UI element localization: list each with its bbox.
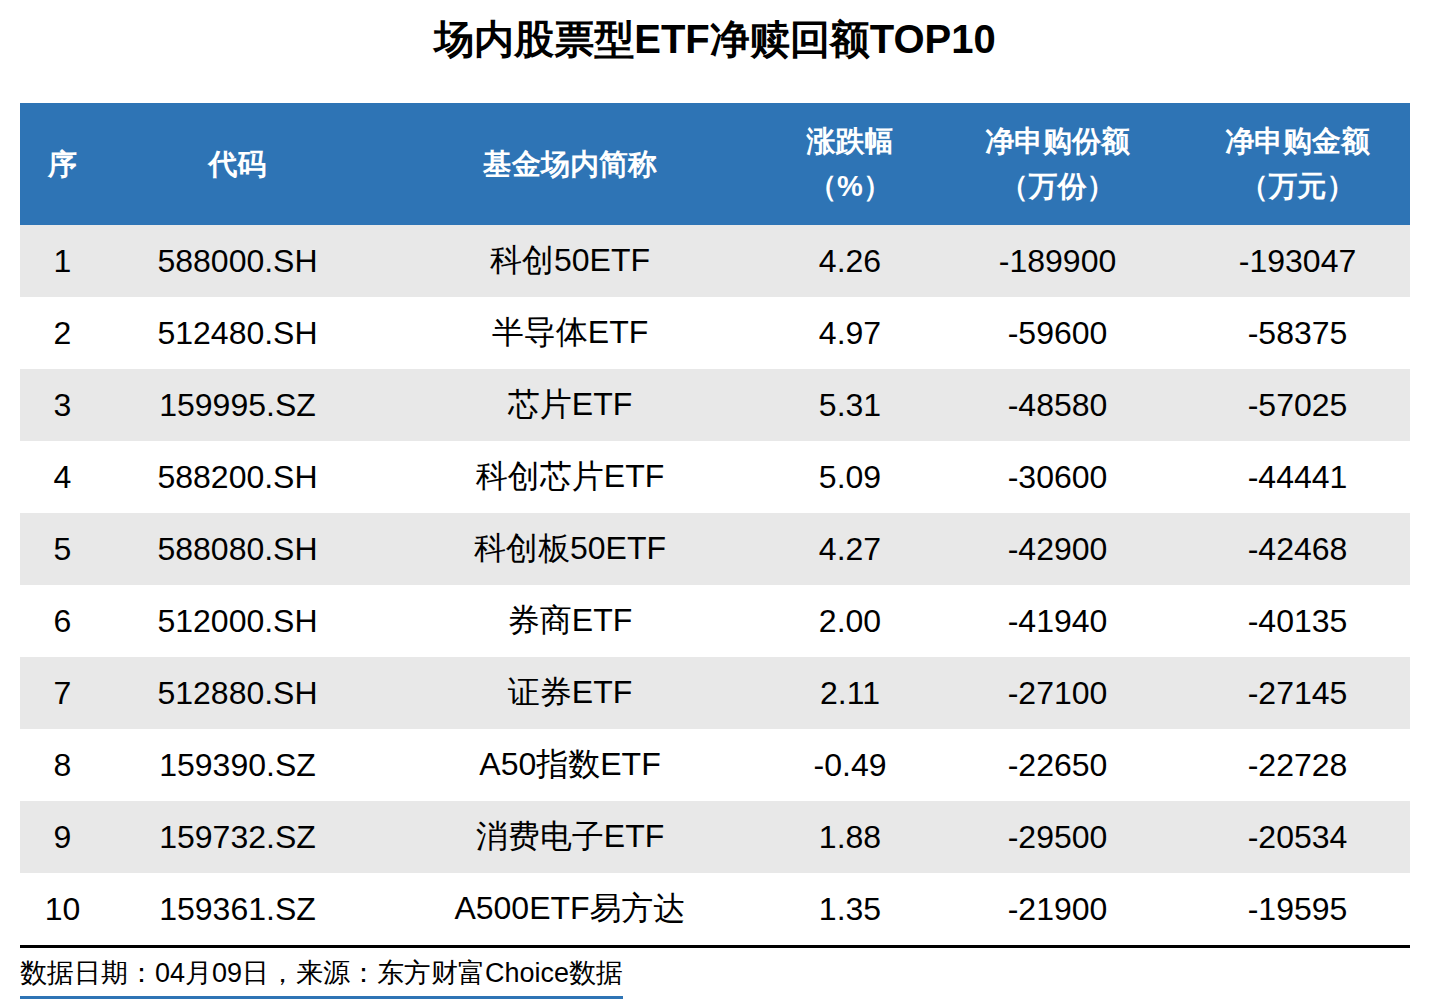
column-header-label: 涨跌幅 bbox=[770, 119, 930, 164]
cell-chg: -0.49 bbox=[770, 729, 930, 801]
cell-name: 科创芯片ETF bbox=[370, 441, 770, 513]
cell-chg: 2.11 bbox=[770, 657, 930, 729]
table-row: 5588080.SH科创板50ETF4.27-42900-42468 bbox=[20, 513, 1410, 585]
cell-amount: -40135 bbox=[1185, 585, 1410, 657]
cell-shares: -41940 bbox=[930, 585, 1185, 657]
cell-rank: 4 bbox=[20, 441, 105, 513]
cell-chg: 4.26 bbox=[770, 225, 930, 297]
column-header-unit: （%） bbox=[770, 164, 930, 209]
table-row: 2512480.SH半导体ETF4.97-59600-58375 bbox=[20, 297, 1410, 369]
cell-shares: -21900 bbox=[930, 873, 1185, 945]
cell-code: 512480.SH bbox=[105, 297, 370, 369]
column-header-net-subscription-shares: 净申购份额 （万份） bbox=[930, 103, 1185, 225]
page-title: 场内股票型ETF净赎回额TOP10 bbox=[0, 0, 1430, 63]
cell-name: A500ETF易方达 bbox=[370, 873, 770, 945]
cell-amount: -58375 bbox=[1185, 297, 1410, 369]
cell-code: 159732.SZ bbox=[105, 801, 370, 873]
column-header-rank: 序 bbox=[20, 103, 105, 225]
cell-shares: -42900 bbox=[930, 513, 1185, 585]
cell-chg: 5.09 bbox=[770, 441, 930, 513]
cell-chg: 4.97 bbox=[770, 297, 930, 369]
table-row: 7512880.SH证券ETF2.11-27100-27145 bbox=[20, 657, 1410, 729]
column-header-code: 代码 bbox=[105, 103, 370, 225]
cell-rank: 9 bbox=[20, 801, 105, 873]
column-header-change-pct: 涨跌幅 （%） bbox=[770, 103, 930, 225]
cell-shares: -59600 bbox=[930, 297, 1185, 369]
cell-shares: -22650 bbox=[930, 729, 1185, 801]
column-header-net-subscription-amount: 净申购金额 （万元） bbox=[1185, 103, 1410, 225]
cell-rank: 6 bbox=[20, 585, 105, 657]
column-header-label: 基金场内简称 bbox=[370, 142, 770, 187]
data-source-note: 数据日期：04月09日，来源：东方财富Choice数据 bbox=[20, 957, 623, 999]
column-header-label: 净申购份额 bbox=[930, 119, 1185, 164]
column-header-label: 序 bbox=[20, 142, 105, 187]
cell-name: 证券ETF bbox=[370, 657, 770, 729]
cell-chg: 5.31 bbox=[770, 369, 930, 441]
cell-name: 半导体ETF bbox=[370, 297, 770, 369]
cell-chg: 1.88 bbox=[770, 801, 930, 873]
cell-amount: -44441 bbox=[1185, 441, 1410, 513]
table-row: 3159995.SZ芯片ETF5.31-48580-57025 bbox=[20, 369, 1410, 441]
cell-name: 科创板50ETF bbox=[370, 513, 770, 585]
column-header-label: 净申购金额 bbox=[1185, 119, 1410, 164]
cell-shares: -30600 bbox=[930, 441, 1185, 513]
column-header-fund-name: 基金场内简称 bbox=[370, 103, 770, 225]
cell-code: 159995.SZ bbox=[105, 369, 370, 441]
cell-rank: 8 bbox=[20, 729, 105, 801]
cell-rank: 10 bbox=[20, 873, 105, 945]
cell-code: 159361.SZ bbox=[105, 873, 370, 945]
cell-name: A50指数ETF bbox=[370, 729, 770, 801]
cell-code: 588080.SH bbox=[105, 513, 370, 585]
cell-chg: 1.35 bbox=[770, 873, 930, 945]
cell-rank: 2 bbox=[20, 297, 105, 369]
table-row: 1588000.SH科创50ETF4.26-189900-193047 bbox=[20, 225, 1410, 297]
cell-rank: 1 bbox=[20, 225, 105, 297]
cell-name: 芯片ETF bbox=[370, 369, 770, 441]
table-row: 4588200.SH科创芯片ETF5.09-30600-44441 bbox=[20, 441, 1410, 513]
footer: 数据日期：04月09日，来源：东方财富Choice数据 bbox=[20, 945, 1410, 999]
cell-code: 512000.SH bbox=[105, 585, 370, 657]
cell-rank: 3 bbox=[20, 369, 105, 441]
cell-shares: -29500 bbox=[930, 801, 1185, 873]
cell-name: 科创50ETF bbox=[370, 225, 770, 297]
cell-shares: -48580 bbox=[930, 369, 1185, 441]
table-row: 10159361.SZA500ETF易方达1.35-21900-19595 bbox=[20, 873, 1410, 945]
table-row: 6512000.SH券商ETF2.00-41940-40135 bbox=[20, 585, 1410, 657]
table-row: 8159390.SZA50指数ETF-0.49-22650-22728 bbox=[20, 729, 1410, 801]
cell-amount: -193047 bbox=[1185, 225, 1410, 297]
cell-shares: -189900 bbox=[930, 225, 1185, 297]
cell-code: 512880.SH bbox=[105, 657, 370, 729]
cell-shares: -27100 bbox=[930, 657, 1185, 729]
cell-amount: -22728 bbox=[1185, 729, 1410, 801]
cell-chg: 2.00 bbox=[770, 585, 930, 657]
cell-code: 159390.SZ bbox=[105, 729, 370, 801]
column-header-unit: （万份） bbox=[930, 164, 1185, 209]
cell-rank: 7 bbox=[20, 657, 105, 729]
cell-name: 消费电子ETF bbox=[370, 801, 770, 873]
cell-amount: -19595 bbox=[1185, 873, 1410, 945]
cell-chg: 4.27 bbox=[770, 513, 930, 585]
cell-amount: -27145 bbox=[1185, 657, 1410, 729]
cell-amount: -57025 bbox=[1185, 369, 1410, 441]
column-header-unit: （万元） bbox=[1185, 164, 1410, 209]
table-header-row: 序 代码 基金场内简称 涨跌幅 （%） 净申购份额 （万份） bbox=[20, 103, 1410, 225]
cell-name: 券商ETF bbox=[370, 585, 770, 657]
etf-redemption-top10-page: 场内股票型ETF净赎回额TOP10 序 代码 基金场内简称 bbox=[0, 0, 1430, 1000]
cell-amount: -42468 bbox=[1185, 513, 1410, 585]
cell-rank: 5 bbox=[20, 513, 105, 585]
cell-code: 588000.SH bbox=[105, 225, 370, 297]
cell-code: 588200.SH bbox=[105, 441, 370, 513]
table-row: 9159732.SZ消费电子ETF1.88-29500-20534 bbox=[20, 801, 1410, 873]
column-header-label: 代码 bbox=[105, 142, 370, 187]
etf-table: 序 代码 基金场内简称 涨跌幅 （%） 净申购份额 （万份） bbox=[20, 103, 1410, 945]
cell-amount: -20534 bbox=[1185, 801, 1410, 873]
table-body: 1588000.SH科创50ETF4.26-189900-19304725124… bbox=[20, 225, 1410, 945]
